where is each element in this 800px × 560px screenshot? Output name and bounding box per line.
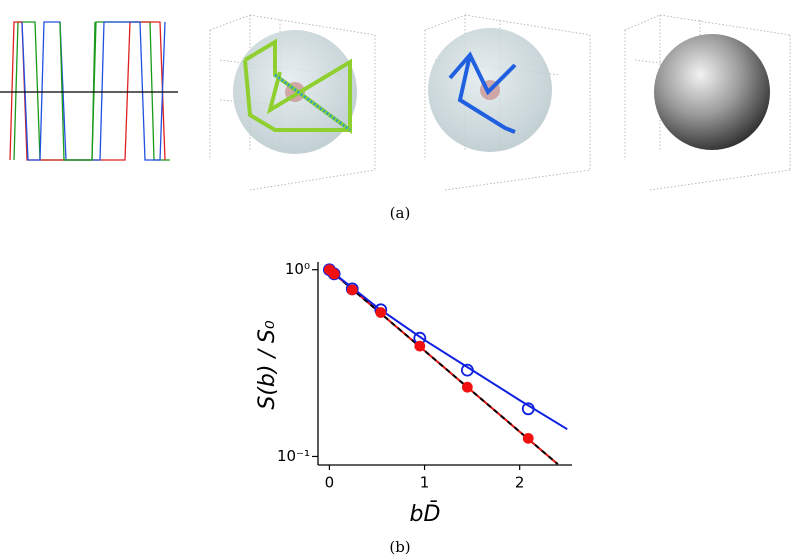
data-point <box>461 381 473 393</box>
series-line <box>328 268 559 465</box>
caption: (b) <box>389 538 410 556</box>
x-axis-label: bD̄ <box>410 501 441 527</box>
data-point <box>328 268 340 280</box>
series-line <box>328 268 568 431</box>
chart: bD̄ S(b) / S₀ 0 1 2 10⁻¹ 10⁰ <box>255 260 572 527</box>
caption: (a) <box>390 204 411 222</box>
y-tick-label: 10⁻¹ <box>277 447 310 465</box>
x-tick-label: 0 <box>325 474 335 492</box>
y-tick-label: 10⁰ <box>285 260 310 278</box>
x-tick-label: 1 <box>420 474 430 492</box>
sphere-gradient-1 <box>233 30 357 154</box>
x-tick-label: 2 <box>515 474 525 492</box>
data-point <box>460 363 474 377</box>
data-point <box>521 402 535 416</box>
sphere-isotropic <box>654 34 770 150</box>
sphere-gradient-2 <box>428 28 552 152</box>
data-point <box>414 340 426 352</box>
data-point <box>522 432 534 444</box>
waveforms <box>0 21 178 161</box>
y-axis-label: S(b) / S₀ <box>255 320 280 409</box>
data-point <box>346 284 358 296</box>
data-point <box>375 307 387 318</box>
